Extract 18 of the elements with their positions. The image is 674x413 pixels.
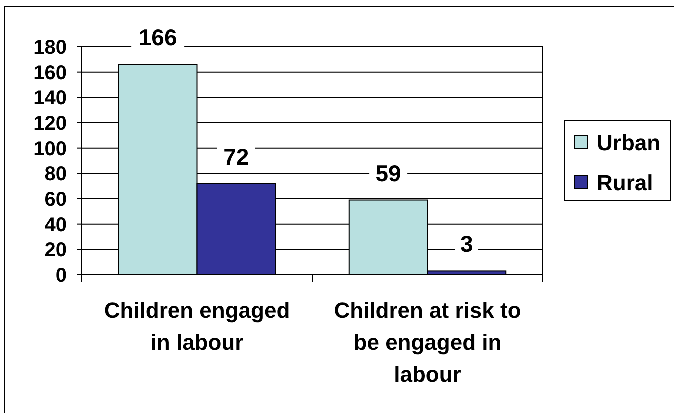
x-tick-label: Children at risk to be engaged in labour xyxy=(334,298,522,387)
y-tick-label: 0 xyxy=(56,265,67,287)
y-tick-label: 160 xyxy=(34,62,67,84)
y-tick-label: 140 xyxy=(34,88,67,110)
y-tick-label: 180 xyxy=(34,37,67,59)
data-label: 3 xyxy=(460,231,474,258)
data-label: 59 xyxy=(376,160,402,186)
data-label: 166 xyxy=(138,24,178,51)
legend-label: Rural xyxy=(597,170,654,196)
legend-label: Urban xyxy=(597,130,661,156)
y-tick-label: 60 xyxy=(44,189,67,211)
data-label: 72 xyxy=(224,144,250,170)
y-tick-label: 40 xyxy=(44,214,67,236)
y-tick-label: 120 xyxy=(34,113,67,135)
y-tick-label: 80 xyxy=(44,164,67,186)
x-tick-label: Children engaged in labour xyxy=(104,298,290,355)
y-tick-label: 100 xyxy=(34,138,67,160)
y-tick-label: 20 xyxy=(44,240,67,262)
